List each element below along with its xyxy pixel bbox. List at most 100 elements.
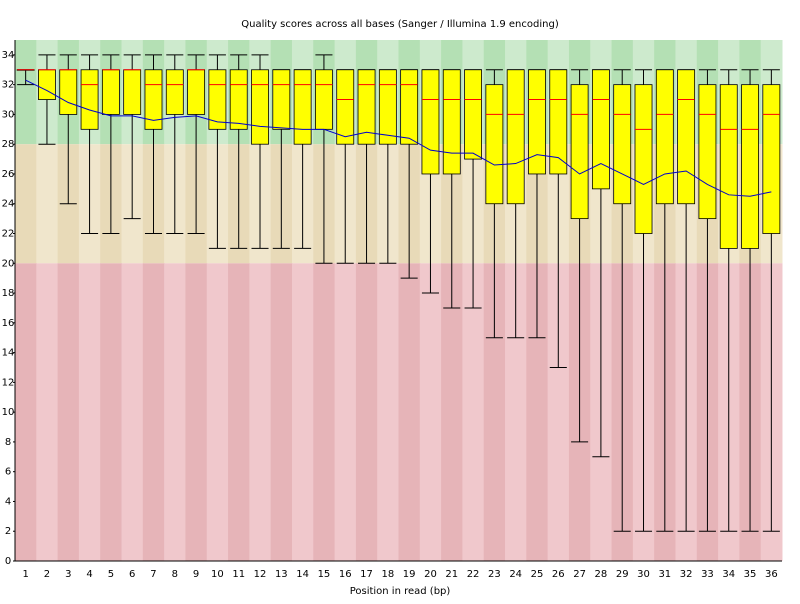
box — [421, 69, 440, 175]
x-tick-label: 32 — [680, 569, 693, 580]
x-tick-label: 31 — [658, 569, 671, 580]
box — [655, 69, 674, 205]
box — [336, 69, 355, 145]
box — [38, 69, 56, 100]
x-tick-label: 6 — [129, 569, 135, 580]
x-tick-label: 13 — [275, 569, 288, 580]
x-tick-label: 12 — [254, 569, 267, 580]
box — [570, 84, 589, 220]
quality-zone — [121, 263, 144, 561]
quality-zone — [78, 263, 101, 561]
y-tick-label: 14 — [2, 348, 15, 359]
y-tick-label: 22 — [2, 229, 15, 240]
x-tick-label: 36 — [765, 569, 778, 580]
quality-zone — [206, 263, 229, 561]
box — [741, 84, 759, 249]
quality-zone — [15, 263, 37, 561]
box — [698, 84, 717, 220]
y-tick-label: 20 — [2, 258, 15, 269]
quality-zone — [355, 263, 378, 561]
y-tick-label: 24 — [2, 199, 15, 210]
quality-zone — [57, 263, 80, 561]
x-tick-label: 19 — [403, 569, 416, 580]
y-tick-label: 6 — [5, 467, 11, 478]
y-tick-label: 0 — [5, 556, 11, 567]
quality-zone — [334, 263, 357, 561]
box — [251, 69, 269, 145]
y-tick-label: 10 — [2, 407, 15, 418]
box — [549, 69, 568, 175]
x-tick-label: 10 — [211, 569, 224, 580]
box — [123, 69, 142, 115]
x-tick-label: 14 — [296, 569, 309, 580]
quality-zone — [547, 263, 570, 561]
quality-zone — [36, 263, 59, 561]
x-tick-label: 20 — [424, 569, 437, 580]
quality-zone — [228, 263, 250, 561]
y-tick-label: 16 — [2, 318, 15, 329]
x-tick-label: 21 — [445, 569, 458, 580]
x-tick-label: 11 — [232, 569, 245, 580]
x-tick-label: 9 — [193, 569, 199, 580]
x-tick-label: 2 — [44, 569, 50, 580]
box — [59, 69, 78, 115]
quality-zone — [313, 263, 336, 561]
quality-zone — [462, 263, 485, 561]
x-tick-label: 27 — [573, 569, 586, 580]
box — [315, 69, 333, 130]
y-tick-label: 18 — [2, 288, 15, 299]
quality-zone — [398, 263, 421, 561]
x-tick-label: 3 — [65, 569, 71, 580]
x-axis-label: Position in read (bp) — [350, 586, 451, 597]
quality-zone — [249, 263, 272, 561]
x-tick-label: 1 — [22, 569, 28, 580]
quality-zone — [100, 263, 123, 561]
x-tick-label: 5 — [108, 569, 114, 580]
box — [80, 69, 99, 130]
y-tick-label: 12 — [2, 377, 15, 388]
quality-zone — [377, 263, 399, 561]
box — [762, 84, 781, 234]
box — [400, 69, 419, 145]
box — [719, 84, 738, 249]
x-tick-label: 16 — [339, 569, 352, 580]
box — [613, 84, 632, 205]
x-tick-label: 34 — [722, 569, 735, 580]
box — [485, 84, 504, 205]
box — [357, 69, 376, 145]
quality-zone — [142, 263, 165, 561]
x-tick-label: 29 — [616, 569, 629, 580]
quality-zone — [270, 263, 293, 561]
x-tick-label: 22 — [467, 569, 480, 580]
box — [591, 69, 610, 190]
quality-zone — [164, 263, 186, 561]
quality-zone — [419, 263, 442, 561]
x-tick-label: 24 — [509, 569, 522, 580]
box — [187, 69, 206, 115]
quality-zone — [185, 263, 208, 561]
quality-zone — [15, 40, 37, 145]
chart-title: Quality scores across all bases (Sanger … — [241, 19, 559, 30]
x-tick-label: 18 — [381, 569, 394, 580]
x-tick-label: 17 — [360, 569, 373, 580]
y-tick-label: 4 — [5, 496, 11, 507]
x-tick-label: 28 — [595, 569, 608, 580]
x-tick-label: 8 — [172, 569, 178, 580]
quality-zone — [441, 263, 463, 561]
x-tick-label: 26 — [552, 569, 565, 580]
y-tick-label: 8 — [5, 437, 11, 448]
y-tick-label: 30 — [2, 109, 15, 120]
x-tick-label: 23 — [488, 569, 501, 580]
box — [101, 69, 120, 115]
x-tick-label: 35 — [744, 569, 757, 580]
x-tick-label: 7 — [150, 569, 156, 580]
x-tick-label: 30 — [637, 569, 650, 580]
box — [528, 69, 546, 175]
mean-line — [25, 79, 772, 197]
box — [378, 69, 397, 145]
box — [165, 69, 184, 115]
box — [506, 69, 525, 205]
x-tick-label: 15 — [318, 569, 331, 580]
y-tick-label: 34 — [2, 50, 15, 61]
